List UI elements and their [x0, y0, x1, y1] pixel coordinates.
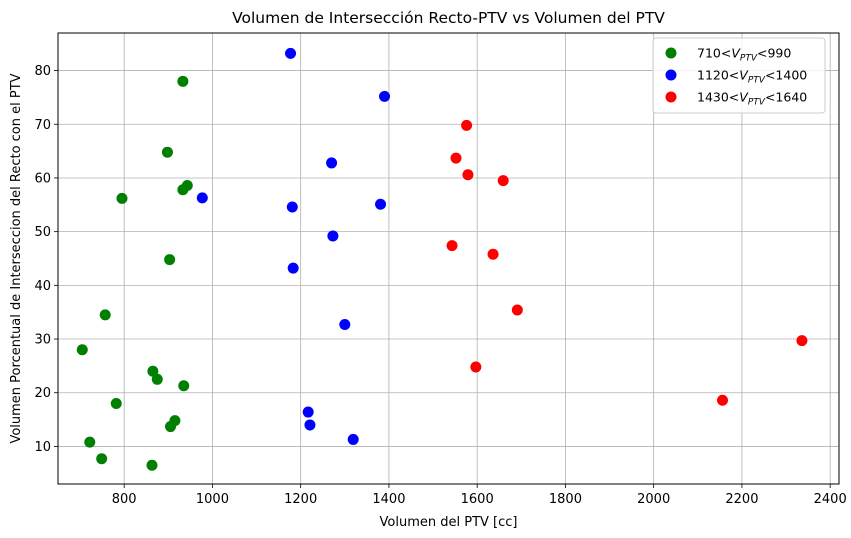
legend-label-part: 710< [697, 46, 731, 61]
x-tick-label: 1800 [549, 492, 582, 507]
data-point [151, 373, 163, 385]
plot-frame [57, 32, 840, 485]
data-point [375, 198, 387, 210]
y-tick-label: 80 [34, 64, 51, 79]
data-point [379, 90, 391, 102]
x-tick-label: 2400 [814, 492, 847, 507]
legend-label: 1430<VPTV<1640 [697, 90, 807, 108]
data-point [84, 436, 96, 448]
data-point [96, 453, 108, 465]
grid [58, 33, 839, 484]
x-tick-label: 1600 [461, 492, 494, 507]
data-point [99, 309, 111, 321]
data-point [347, 433, 359, 445]
legend-label-part: PTV [748, 98, 766, 108]
data-point [511, 304, 523, 316]
data-point [147, 365, 159, 377]
data-point [450, 152, 462, 164]
data-point [304, 419, 316, 431]
data-point [339, 319, 351, 331]
data-points [76, 47, 808, 471]
data-point [178, 380, 190, 392]
axis-ticks: 800 1000 1200 1400 1600 1800 2000 2200 2400 10 20 3… [34, 64, 846, 507]
y-tick-label: 60 [34, 171, 51, 186]
data-point [487, 248, 499, 260]
data-point [196, 192, 208, 204]
data-point [161, 146, 173, 158]
y-tick-label: 20 [34, 386, 51, 401]
data-point [146, 459, 158, 471]
legend-frame [652, 37, 826, 114]
data-point [717, 394, 729, 406]
legend-label: 1120<VPTV<1400 [697, 68, 807, 86]
legend-marker [665, 69, 677, 81]
data-point [796, 335, 808, 347]
legend-label: 710<VPTV<990 [697, 46, 791, 64]
legend-label-part: V [739, 90, 749, 105]
x-tick-label: 1000 [196, 492, 229, 507]
legend-label-part: PTV [740, 54, 758, 64]
data-point [285, 47, 297, 59]
data-point [177, 75, 189, 87]
data-point [446, 240, 458, 252]
x-tick-label: 2000 [637, 492, 670, 507]
x-tick-label: 800 [112, 492, 137, 507]
x-tick-label: 1200 [284, 492, 317, 507]
y-tick-label: 70 [34, 118, 51, 133]
legend-label-part: <1640 [765, 90, 807, 105]
data-point [165, 421, 177, 433]
y-tick-label: 50 [34, 225, 51, 240]
data-point [110, 397, 122, 409]
chart-title: Volumen de Intersección Recto-PTV vs Vol… [232, 9, 665, 27]
legend-label-part: 1430< [697, 90, 739, 105]
data-point [326, 157, 338, 169]
data-point [327, 230, 339, 242]
legend-label-part: <990 [757, 46, 791, 61]
data-point [116, 192, 128, 204]
data-point [470, 361, 482, 373]
data-point [461, 119, 473, 131]
data-point [181, 179, 193, 191]
legend-label-part: <1400 [765, 68, 807, 83]
y-tick-label: 30 [34, 333, 51, 348]
data-point [497, 175, 509, 187]
y-axis-title: Volumen Porcentual de Interseccion del R… [9, 73, 24, 443]
data-point [462, 169, 474, 181]
legend-label-part: V [731, 46, 741, 61]
data-point [164, 254, 176, 266]
x-axis-title: Volumen del PTV [cc] [380, 515, 518, 530]
y-tick-label: 40 [34, 279, 51, 294]
y-tick-label: 10 [34, 440, 51, 455]
data-point [287, 262, 299, 274]
data-point [76, 344, 88, 356]
x-tick-label: 2200 [725, 492, 758, 507]
data-point [286, 201, 298, 213]
legend-marker [665, 47, 677, 59]
legend-label-part: 1120< [697, 68, 739, 83]
x-tick-label: 1400 [372, 492, 405, 507]
data-point [302, 406, 314, 418]
legend-label-part: V [739, 68, 749, 83]
legend-label-part: PTV [748, 76, 766, 86]
legend-marker [665, 91, 677, 103]
